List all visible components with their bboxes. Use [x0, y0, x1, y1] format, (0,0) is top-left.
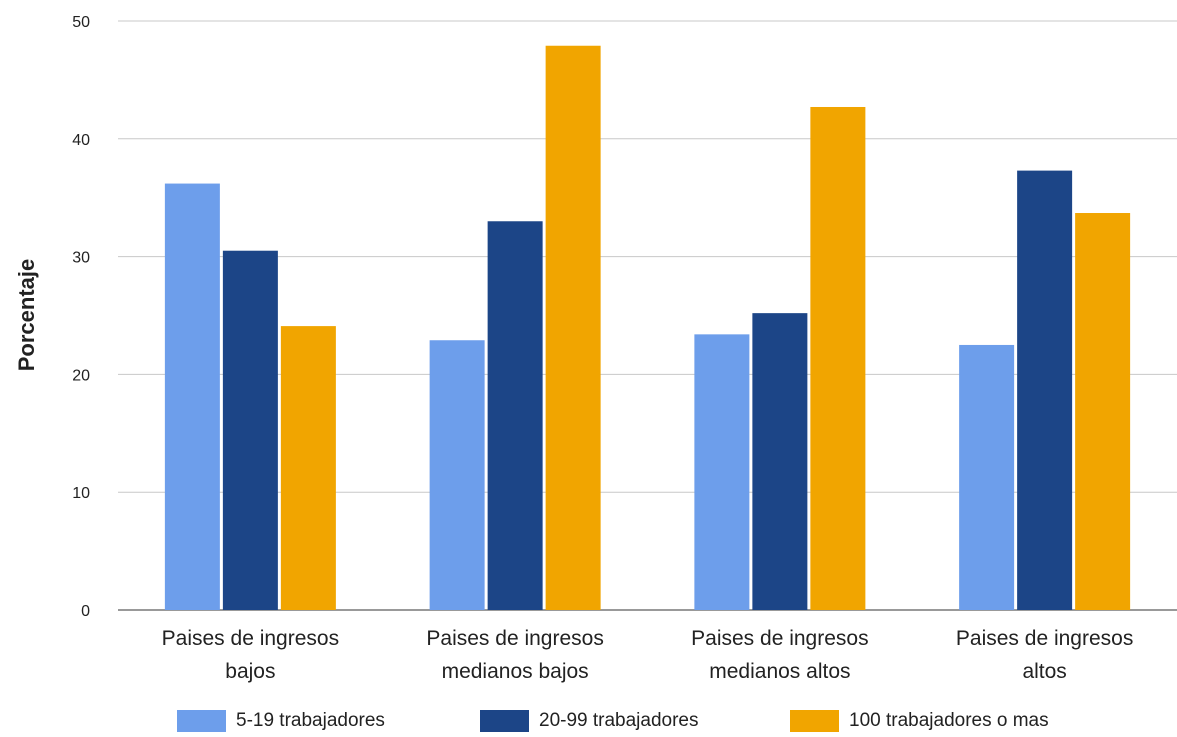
bar [694, 334, 750, 610]
y-tick-label: 30 [72, 250, 90, 267]
legend-label: 20-99 trabajadores [539, 710, 699, 731]
legend-label: 100 trabajadores o mas [849, 710, 1049, 731]
y-axis-ticks: 0 10 20 30 40 50 [72, 14, 90, 620]
legend-item-5-19: 5-19 trabajadores [177, 706, 385, 736]
legend-label: 5-19 trabajadores [236, 710, 385, 731]
y-tick-label: 10 [72, 485, 90, 502]
bar [959, 344, 1015, 610]
x-category-label: medianos bajos [442, 660, 589, 683]
y-tick-label: 20 [72, 367, 90, 384]
x-category-label: bajos [225, 660, 275, 683]
y-tick-label: 40 [72, 132, 90, 149]
bar [545, 45, 601, 611]
bar [1017, 170, 1073, 610]
legend-swatch [177, 710, 226, 732]
bar [1075, 213, 1131, 611]
legend-swatch [480, 710, 529, 732]
x-category-label: medianos altos [709, 660, 850, 683]
x-category-label: Paises de ingresos [691, 627, 868, 650]
bar [164, 183, 220, 610]
bar [487, 221, 543, 610]
legend-item-20-99: 20-99 trabajadores [480, 706, 699, 736]
y-tick-label: 0 [81, 603, 90, 620]
x-category-label: Paises de ingresos [426, 627, 603, 650]
y-tick-label: 50 [72, 14, 90, 31]
bar [752, 313, 808, 610]
bar [429, 340, 485, 610]
legend-item-100-plus: 100 trabajadores o mas [790, 706, 1049, 736]
bar [222, 250, 278, 610]
x-category-label: Paises de ingresos [956, 627, 1133, 650]
x-category-label: Paises de ingresos [162, 627, 339, 650]
legend-swatch [790, 710, 839, 732]
x-category-label: altos [1022, 660, 1066, 683]
legend: 5-19 trabajadores 20-99 trabajadores 100… [0, 706, 1177, 736]
x-axis-categories: Paises de ingresos bajos Paises de ingreso… [162, 627, 1134, 683]
bar [810, 106, 866, 610]
bar [280, 326, 336, 610]
bars [164, 45, 1131, 611]
y-axis-label: Porcentaje [14, 259, 39, 372]
